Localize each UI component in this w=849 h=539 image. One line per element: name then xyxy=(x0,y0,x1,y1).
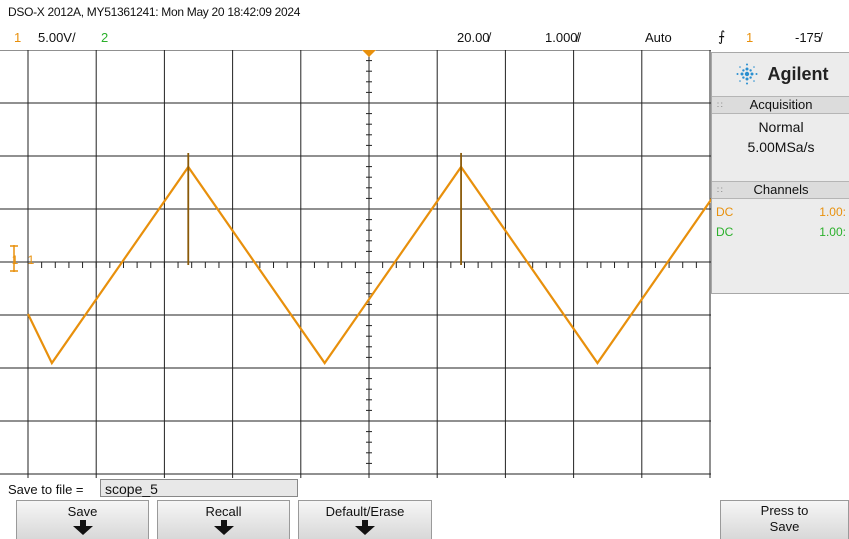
graticule xyxy=(0,50,711,478)
grip-icon: ∷ xyxy=(717,100,723,110)
channel1-number[interactable]: 1 xyxy=(14,30,22,45)
arrow-down-icon xyxy=(72,520,93,535)
sample-rate: 5.00MSa/s xyxy=(747,139,815,155)
file-name-field[interactable]: scope_5 xyxy=(100,479,298,497)
brand-name: Agilent xyxy=(767,63,829,84)
rising-edge-icon: ⨍ xyxy=(718,28,726,44)
save-softkey-label: Save xyxy=(67,504,98,519)
waveform-glitches xyxy=(187,152,462,265)
timebase-position[interactable]: 20.00̸ xyxy=(457,30,490,45)
scope-title: DSO-X 2012A, MY51361241: Mon May 20 18:4… xyxy=(8,5,301,19)
recall-softkey[interactable]: Recall xyxy=(157,500,290,539)
trigger-mode[interactable]: Auto xyxy=(645,30,672,45)
channel1-info: DC 1.00: xyxy=(716,205,846,219)
waveform-display[interactable]: 1 1 xyxy=(0,50,711,478)
ground-marker-label: 1 xyxy=(12,253,19,267)
save-to-file-label: Save to file = xyxy=(8,482,84,497)
grip-icon: ∷ xyxy=(717,185,723,195)
arrow-down-icon xyxy=(213,520,234,535)
press-to-save-softkey[interactable]: Press to Save xyxy=(720,500,849,539)
channels-header[interactable]: ∷ Channels xyxy=(712,181,849,199)
press-to-save-line2: Save xyxy=(769,519,800,534)
recall-softkey-label: Recall xyxy=(205,504,242,519)
time-scale[interactable]: 1.000̸/ xyxy=(545,30,582,45)
arrow-down-icon xyxy=(355,520,375,535)
acquisition-header[interactable]: ∷ Acquisition xyxy=(712,96,849,114)
save-softkey[interactable]: Save xyxy=(16,500,149,539)
channel1-probe: 1.00: xyxy=(819,205,846,219)
acquisition-mode: Normal xyxy=(758,119,804,135)
channel1-ground-marker[interactable]: 1 1 xyxy=(10,245,35,272)
channels-title: Channels xyxy=(753,182,809,197)
ground-level-label: 1 xyxy=(28,253,35,267)
brand-logo: Agilent xyxy=(712,53,849,95)
info-panel: Agilent ∷ Acquisition Normal 5.00MSa/s ∷… xyxy=(711,52,849,294)
channel1-waveform xyxy=(27,165,711,366)
channel2-info: DC 1.00: xyxy=(716,225,846,239)
trigger-level[interactable]: -175̸ xyxy=(795,30,822,45)
channel2-coupling: DC xyxy=(716,225,734,239)
channel1-coupling: DC xyxy=(716,205,734,219)
channel2-probe: 1.00: xyxy=(819,225,846,239)
trigger-position-marker[interactable] xyxy=(362,50,376,57)
channel2-number[interactable]: 2 xyxy=(101,30,109,45)
acquisition-title: Acquisition xyxy=(749,97,813,112)
default-erase-softkey-label: Default/Erase xyxy=(325,504,405,519)
channel1-scale[interactable]: 5.00V/ xyxy=(38,30,76,45)
graticule-ticks xyxy=(27,50,697,464)
press-to-save-line1: Press to xyxy=(760,503,809,518)
trigger-source[interactable]: 1 xyxy=(746,30,754,45)
agilent-spark-icon xyxy=(736,63,757,85)
default-erase-softkey[interactable]: Default/Erase xyxy=(298,500,432,539)
